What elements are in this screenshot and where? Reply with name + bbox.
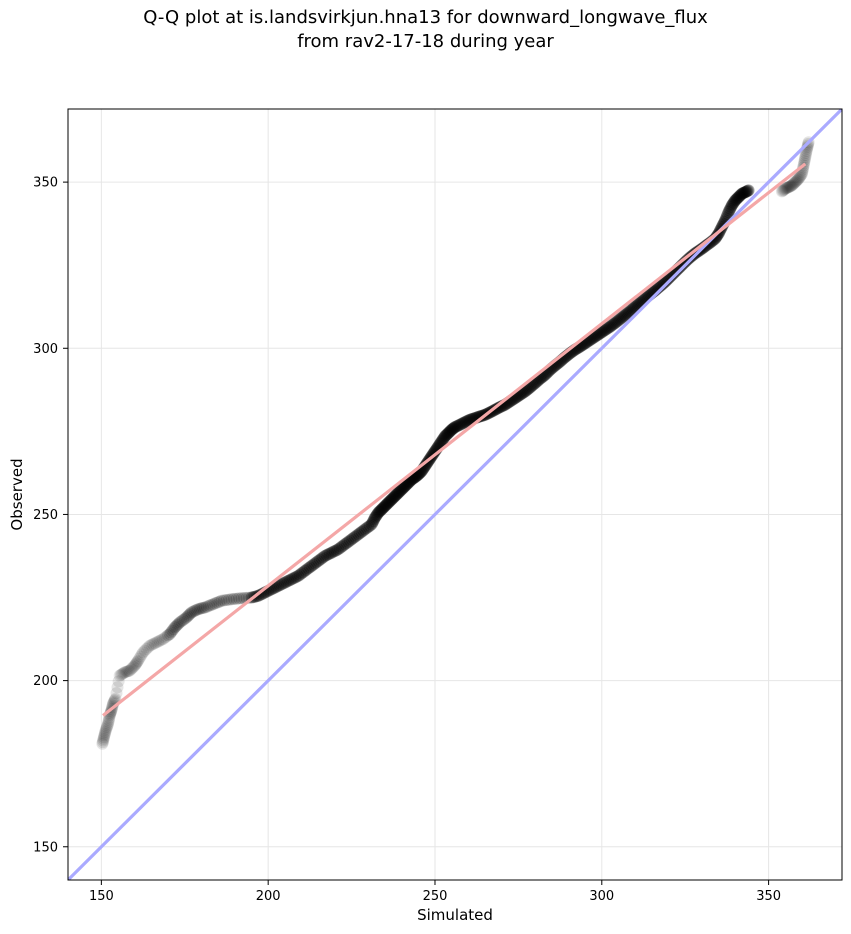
y-tick-label: 300 bbox=[33, 342, 58, 357]
y-tick-label: 250 bbox=[33, 508, 58, 523]
reference-lines bbox=[68, 109, 842, 880]
x-tick-label: 200 bbox=[256, 889, 281, 904]
x-tick-label: 350 bbox=[756, 889, 781, 904]
y-axis-label: Observed bbox=[8, 458, 26, 530]
qq-plot: 150 200 250 300 350 150 200 250 300 350 Simulated… bbox=[0, 0, 851, 934]
scatter-point bbox=[743, 184, 755, 196]
fit-line bbox=[103, 164, 805, 716]
x-tick-label: 300 bbox=[589, 889, 614, 904]
scatter-points bbox=[96, 136, 814, 750]
x-axis-label: Simulated bbox=[417, 906, 493, 924]
y-tick-label: 200 bbox=[33, 674, 58, 689]
x-tick-label: 250 bbox=[423, 889, 448, 904]
y-tick-label: 150 bbox=[33, 840, 58, 855]
y-tick-label: 350 bbox=[33, 176, 58, 191]
x-tick-label: 150 bbox=[89, 889, 114, 904]
